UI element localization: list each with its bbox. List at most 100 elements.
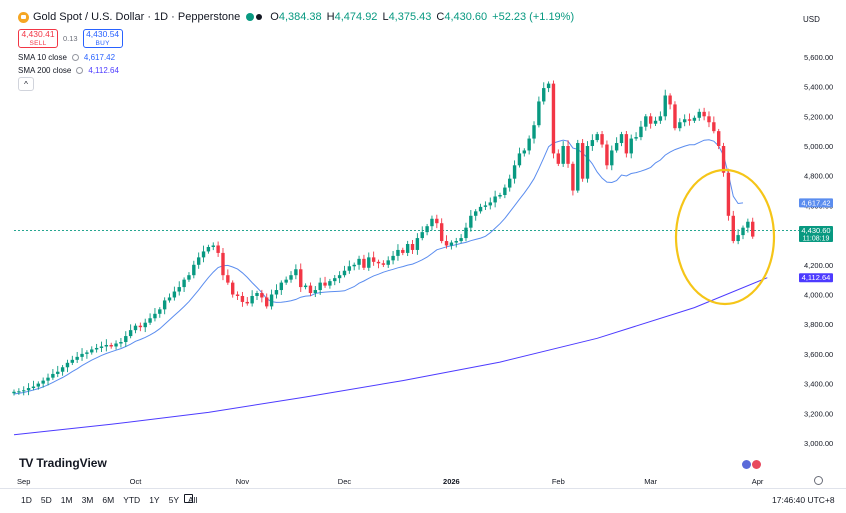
indicator-settings-icon[interactable] [76, 67, 84, 74]
candle-body [381, 263, 386, 265]
indicator-sma10[interactable]: SMA 10 close 4,617.42 [18, 53, 115, 62]
candle-body [736, 235, 740, 242]
candle-body [571, 163, 575, 191]
sma200-badge: 4,112.64 [802, 273, 831, 282]
high-value: 4,474.92 [334, 11, 378, 23]
high-label: H [326, 11, 335, 23]
candle-body [313, 290, 318, 294]
candle-body [668, 95, 672, 105]
range-button-5d[interactable]: 5D [40, 495, 52, 505]
candle-body [624, 134, 629, 154]
candle-body [337, 275, 342, 279]
calendar-icon[interactable] [184, 494, 193, 503]
currency-label[interactable]: USD [803, 15, 820, 24]
candle-body [386, 260, 390, 265]
candle-body [517, 153, 522, 166]
x-tick-label: Feb [552, 477, 565, 486]
indicator-sma200[interactable]: SMA 200 close 4,112.64 [18, 66, 119, 75]
logo-text: TradingView [36, 456, 107, 470]
event-flag-icon[interactable] [742, 460, 751, 469]
us-flag-icon[interactable] [752, 460, 761, 469]
price-chart[interactable]: 3,000.00 3,200.00 3,400.00 3,600.00 3,800.00… [0, 0, 846, 488]
candle-body [464, 227, 468, 239]
chart-settings-icon[interactable] [814, 476, 823, 485]
candle-body [12, 391, 16, 394]
range-button-1m[interactable]: 1M [60, 495, 73, 505]
candle-body [245, 301, 249, 304]
candle-body [474, 211, 478, 216]
candle-body [333, 278, 337, 282]
x-tick-label: Apr [752, 477, 764, 486]
candle-body [80, 353, 84, 357]
buy-button[interactable]: 4,430.54 BUY [82, 29, 123, 48]
candle-body [85, 352, 89, 354]
candle-body [439, 223, 444, 242]
range-button-6m[interactable]: 6M [102, 495, 115, 505]
candle-body [60, 367, 65, 372]
range-button-5y[interactable]: 5Y [168, 495, 179, 505]
collapse-indicators-button[interactable]: ^ [18, 77, 34, 91]
y-tick-label: 5,000.00 [804, 142, 833, 151]
candle-body [342, 270, 347, 276]
symbol-title[interactable]: Gold Spot / U.S. Dollar · 1D · Peppersto… [33, 11, 241, 23]
candle-body [362, 258, 366, 268]
candle-body [240, 295, 245, 302]
event-flags[interactable] [742, 460, 761, 469]
range-button-1y[interactable]: 1Y [149, 495, 160, 505]
candle-body [488, 202, 492, 206]
candle-body [143, 322, 147, 328]
data-icon [256, 14, 263, 20]
candle-body [235, 294, 240, 296]
candle-body [741, 227, 745, 236]
candle-body [459, 238, 463, 242]
candle-body [167, 297, 172, 301]
candle-body [367, 257, 371, 268]
candle-body [527, 138, 531, 151]
candle-body [493, 196, 497, 203]
candle-body [153, 313, 157, 319]
candle-body [269, 294, 274, 307]
sell-button[interactable]: 4,430.41 SELL [18, 29, 58, 48]
price-axis[interactable]: 3,000.00 3,200.00 3,400.00 3,600.00 3,800.00… [804, 53, 833, 448]
candle-body [211, 245, 215, 247]
candle-body [177, 287, 181, 292]
candle-body [114, 343, 118, 347]
candle-body [687, 119, 692, 121]
candle-body [328, 281, 332, 286]
y-tick-label: 3,000.00 [804, 439, 833, 448]
candle-body [36, 383, 40, 387]
sell-label: SELL [29, 39, 47, 47]
candle-body [172, 291, 177, 298]
candle-body [405, 244, 410, 253]
candle-body [469, 215, 473, 228]
range-button-1d[interactable]: 1D [21, 495, 32, 505]
y-tick-label: 4,000.00 [804, 291, 833, 300]
y-tick-label: 4,800.00 [804, 172, 833, 181]
tradingview-logo[interactable]: TV TradingView [19, 456, 107, 470]
candle-body [308, 285, 313, 294]
candle-body [721, 146, 726, 173]
trade-panel: 4,430.41 SELL 0.13 4,430.54 BUY [18, 29, 123, 48]
candle-body [22, 390, 26, 392]
bottom-toolbar: 1D 5D 1M 3M 6M YTD 1Y 5Y All 17:46:40 UTC+8 [0, 488, 846, 513]
candle-body [196, 257, 201, 265]
candle-body [595, 134, 599, 141]
candle-body [532, 125, 536, 139]
candle-body [692, 117, 697, 121]
range-button-ytd[interactable]: YTD [123, 495, 141, 505]
time-axis[interactable]: Sep Oct Nov Dec 2026 Feb Mar Apr [17, 477, 764, 486]
candle-body [673, 104, 677, 129]
indicator-value: 4,112.64 [88, 66, 119, 75]
indicator-settings-icon[interactable] [71, 54, 79, 61]
candle-body [192, 264, 196, 276]
candle-body [90, 349, 94, 353]
y-tick-label: 3,600.00 [804, 350, 833, 359]
candle-body [162, 300, 167, 310]
candle-body [522, 150, 526, 154]
range-button-3m[interactable]: 3M [81, 495, 94, 505]
x-tick-label: Nov [236, 477, 250, 486]
candle-body [658, 116, 663, 121]
candle-body [303, 285, 308, 288]
candle-body [420, 232, 424, 239]
y-tick-label: 5,200.00 [804, 112, 833, 121]
